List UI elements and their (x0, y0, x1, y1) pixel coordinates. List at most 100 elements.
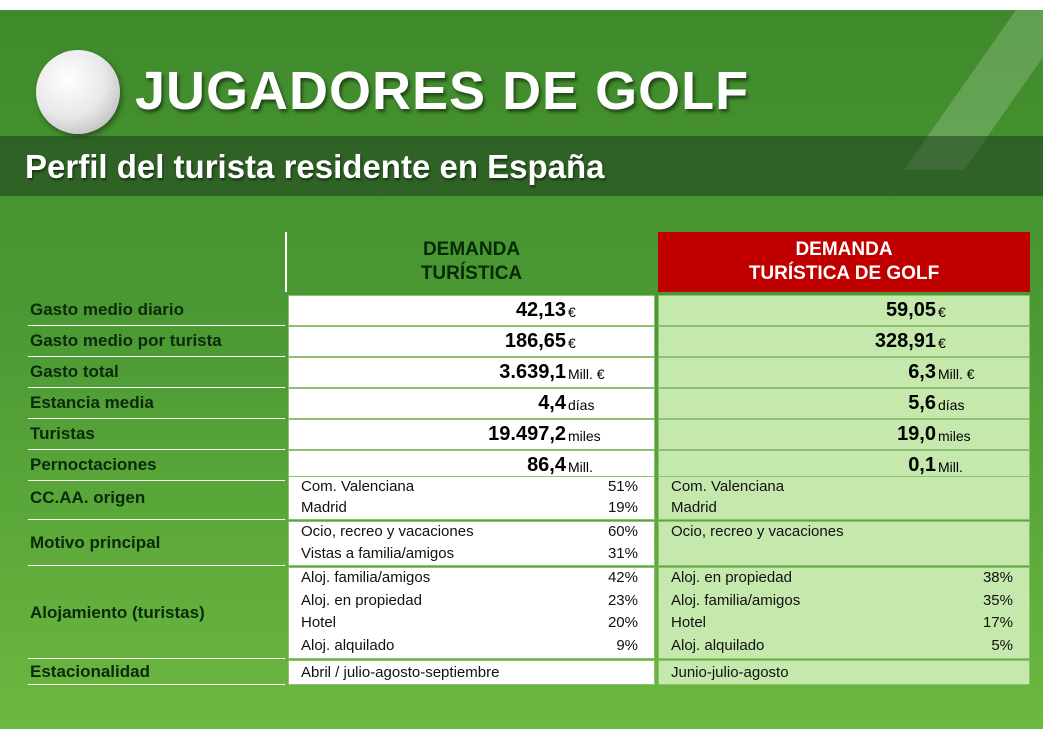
item-label: Aloj. familia/amigos (671, 591, 801, 609)
metric-value: 59,05 (885, 299, 936, 321)
metric-value-wrap: 42,13 (289, 296, 566, 325)
metric-value: 42,13 (515, 299, 566, 321)
metric-cell: 42,13 € (288, 295, 655, 326)
column-header: DEMANDA TURÍSTICA (288, 232, 655, 292)
metric-value-wrap: 6,3 (659, 358, 936, 387)
row-label: Alojamiento (turistas) (28, 567, 285, 659)
metric-unit: Mill. (568, 459, 593, 475)
metric-cell: 5,6 días (658, 388, 1030, 419)
metric-cell: 19.497,2 miles (288, 419, 655, 450)
item-label: Com. Valenciana (301, 478, 415, 495)
item-share: 31% (607, 544, 638, 562)
row-label: Gasto total (28, 357, 285, 388)
metric-value: 4,4 (538, 392, 566, 414)
distribution-cell: Com. Valenciana 51% Madrid 19% (288, 476, 655, 520)
item-label: Ocio, recreo y vacaciones (671, 523, 844, 540)
metric-unit: Mill. (938, 459, 963, 475)
item-label: Ocio, recreo y vacaciones (301, 523, 474, 540)
metric-value-wrap: 3.639,1 (289, 358, 566, 387)
row-label: Gasto medio por turista (28, 326, 285, 357)
row-label: Estancia media (28, 388, 285, 419)
distribution-cell: Ocio, recreo y vacaciones (658, 521, 1030, 566)
metric-value: 328,91 (874, 330, 936, 352)
seasonality-value: Abril / julio-agosto-septiembre (301, 664, 500, 681)
item-label: Madrid (301, 499, 347, 516)
metric-cell: 6,3 Mill. € (658, 357, 1030, 388)
item-share: 20% (607, 614, 638, 631)
metric-unit: € (568, 335, 576, 351)
item-label: Hotel (671, 614, 707, 631)
metric-unit: días (938, 397, 965, 413)
column-header: DEMANDA TURÍSTICA DE GOLF (658, 232, 1030, 292)
metric-unit: € (568, 304, 576, 320)
metric-unit: miles (568, 428, 601, 444)
metric-unit: días (568, 397, 595, 413)
distribution-cell: Aloj. familia/amigos 42% Aloj. en propieda… (288, 567, 655, 659)
item-label: Aloj. familia/amigos (301, 569, 431, 586)
distribution-cell: Ocio, recreo y vacaciones 60% Vistas a fam… (288, 521, 655, 566)
metric-value: 186,65 (504, 330, 566, 352)
metric-value: 19.497,2 (488, 423, 566, 445)
golf-ball (36, 50, 120, 134)
item-label: Aloj. en propiedad (671, 569, 792, 586)
metric-cell: 59,05 € (658, 295, 1030, 326)
item-share: 42% (607, 569, 638, 586)
row-label: Motivo principal (28, 521, 285, 566)
metric-value: 0,1 (908, 454, 936, 476)
seasonality-value: Junio-julio-agosto (671, 664, 789, 681)
row-label: Gasto medio diario (28, 295, 285, 326)
seasonality-cell: Junio-julio-agosto (658, 660, 1030, 685)
distribution-cell: Aloj. en propiedad 38% Aloj. familia/amigo… (658, 567, 1030, 659)
metric-value-wrap: 86,4 (289, 451, 566, 480)
header-line: DEMANDA (422, 239, 521, 260)
item-label: Aloj. en propiedad (301, 591, 422, 609)
metric-unit: Mill. € (938, 366, 975, 382)
distribution-cell: Com. Valenciana Madrid (658, 476, 1030, 520)
metric-value: 3.639,1 (499, 361, 566, 383)
metric-cell: 3.639,1 Mill. € (288, 357, 655, 388)
row-label: CC.AA. origen (28, 476, 285, 520)
metric-value: 6,3 (908, 361, 936, 383)
metric-cell: 328,91 € (658, 326, 1030, 357)
metric-value-wrap: 0,1 (659, 451, 936, 480)
seasonality-cell: Abril / julio-agosto-septiembre (288, 660, 655, 685)
metric-value-wrap: 328,91 (659, 327, 936, 356)
metric-unit: € (938, 304, 946, 320)
row-label: Turistas (28, 419, 285, 450)
metric-value: 19,0 (897, 423, 936, 445)
header-line: DEMANDA (795, 239, 893, 260)
metric-value-wrap: 19.497,2 (289, 420, 566, 449)
item-share: 51% (607, 478, 638, 495)
slide: JUGADORES DE GOLF Perfil del turista res… (0, 10, 1043, 729)
metric-cell: 19,0 miles (658, 419, 1030, 450)
item-share: 23% (607, 591, 638, 609)
item-label: Hotel (301, 614, 337, 631)
item-share: 17% (982, 614, 1013, 631)
item-share: 5% (991, 636, 1013, 654)
metric-value-wrap: 5,6 (659, 389, 936, 418)
subtitle: Perfil del turista residente en España (25, 148, 605, 185)
metric-cell: 4,4 días (288, 388, 655, 419)
header-line: TURÍSTICA DE GOLF (748, 263, 940, 284)
item-share: 38% (982, 569, 1013, 586)
item-label: Vistas a familia/amigos (301, 544, 455, 562)
metric-unit: € (938, 335, 946, 351)
metric-cell: 86,4 Mill. (288, 450, 655, 481)
metric-cell: 186,65 € (288, 326, 655, 357)
item-label: Com. Valenciana (671, 478, 785, 495)
item-label: Aloj. alquilado (671, 636, 765, 654)
metric-unit: Mill. € (568, 366, 605, 382)
metric-value: 5,6 (908, 392, 936, 414)
item-share: 9% (616, 636, 638, 654)
item-label: Madrid (671, 499, 717, 516)
metric-value-wrap: 19,0 (659, 420, 936, 449)
metric-value-wrap: 4,4 (289, 389, 566, 418)
item-label: Aloj. alquilado (301, 636, 395, 654)
metric-value: 86,4 (527, 454, 566, 476)
title: JUGADORES DE GOLF (135, 61, 750, 121)
metric-unit: miles (938, 428, 971, 444)
header-line: TURÍSTICA (420, 263, 523, 284)
metric-value-wrap: 186,65 (289, 327, 566, 356)
metric-value-wrap: 59,05 (659, 296, 936, 325)
